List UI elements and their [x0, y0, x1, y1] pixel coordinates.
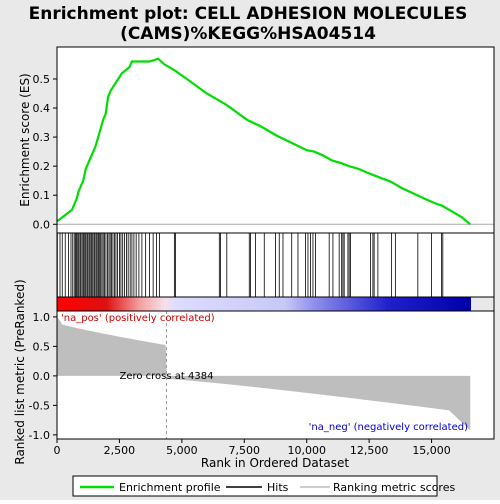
- hits-panel: [56, 232, 495, 298]
- es-y-tick-label: 0.3: [33, 131, 51, 144]
- legend: Enrichment profile Hits Ranking metric s…: [72, 475, 455, 497]
- rank-color-band-fill: [57, 297, 471, 311]
- x-tick-label: 0: [54, 444, 61, 457]
- metric-y-tick-label: 0.5: [33, 340, 51, 353]
- metric-panel: Zero cross at 4384 'na_pos' (positively …: [13, 279, 495, 465]
- chart-title-line2: (CAMS)%KEGG%HSA04514: [120, 24, 376, 44]
- metric-y-tick-label: 1.0: [33, 311, 51, 324]
- x-axis-label: Rank in Ordered Dataset: [201, 456, 349, 470]
- x-axis-ticks: 0 2,500 5,000 7,500 10,000 12,500 15,000: [54, 439, 451, 457]
- chart-title-line1: Enrichment plot: CELL ADHESION MOLECULES: [29, 4, 468, 24]
- hit-lines: [56, 233, 444, 297]
- enrichment-profile-line: [56, 57, 472, 226]
- positive-label: 'na_pos' (positively correlated): [61, 313, 215, 324]
- zero-cross-label: Zero cross at 4384: [119, 371, 213, 382]
- metric-y-tick-label: 0.0: [33, 370, 51, 383]
- es-y-tick-label: 0.1: [33, 189, 51, 202]
- legend-hits-label: Hits: [267, 481, 289, 494]
- x-tick-label: 2,500: [104, 444, 136, 457]
- metric-y-axis-label: Ranked list metric (PreRanked): [13, 279, 27, 464]
- x-tick-label: 5,000: [166, 444, 198, 457]
- es-y-axis-label: Enrichment score (ES): [18, 73, 32, 206]
- es-y-tick-label: 0.0: [33, 218, 51, 231]
- es-y-tick-label: 0.4: [33, 102, 51, 115]
- ranking-metric-area: [57, 316, 471, 431]
- es-panel-background: [57, 47, 494, 233]
- es-y-tick-label: 0.2: [33, 160, 51, 173]
- metric-y-tick-label: -0.5: [29, 399, 50, 412]
- x-tick-label: 10,000: [287, 444, 326, 457]
- metric-y-tick-label: -1.0: [29, 429, 50, 442]
- metric-y-ticks: -1.0 -0.5 0.0 0.5 1.0: [29, 311, 57, 442]
- x-tick-label: 7,500: [229, 444, 261, 457]
- legend-box: [72, 475, 438, 497]
- metric-panel-border: [56, 310, 495, 440]
- negative-label: 'na_neg' (negatively correlated): [309, 422, 468, 433]
- legend-metric-label: Ranking metric scores: [333, 481, 455, 494]
- es-y-tick-label: 0.5: [33, 73, 51, 86]
- es-y-ticks: 0.0 0.1 0.2 0.3 0.4 0.5: [33, 73, 57, 231]
- legend-profile-label: Enrichment profile: [119, 481, 221, 494]
- rank-color-band: [56, 296, 495, 312]
- x-tick-label: 15,000: [412, 444, 451, 457]
- x-tick-label: 12,500: [350, 444, 389, 457]
- es-panel: 0.0 0.1 0.2 0.3 0.4 0.5 Enrichment score (ES): [18, 46, 495, 234]
